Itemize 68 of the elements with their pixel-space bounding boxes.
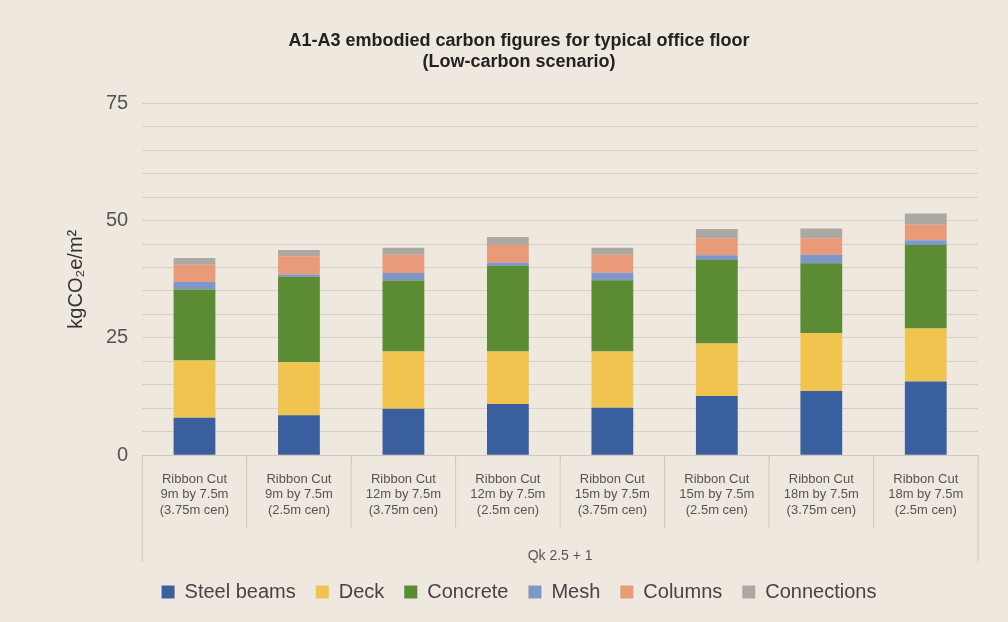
y-tick-label: 0	[117, 442, 129, 465]
legend-label: Columns	[643, 579, 723, 602]
bar	[278, 256, 320, 275]
y-tick-label: 50	[106, 208, 129, 231]
x-axis-title: Qk 2.5 + 1	[527, 546, 593, 563]
bar	[591, 272, 634, 281]
x-tick-label: Ribbon Cut 9m by 7.5m (3.75m cen)	[159, 470, 230, 517]
bar	[800, 238, 843, 255]
bar	[904, 213, 947, 225]
x-tick-label: Ribbon Cut 12m by 7.5m (2.5m cen)	[470, 470, 546, 517]
bar	[173, 360, 216, 418]
bar	[695, 255, 738, 260]
bar	[382, 247, 425, 255]
bar	[591, 254, 634, 273]
bar	[382, 351, 425, 409]
bar	[904, 224, 947, 241]
bar	[800, 390, 843, 455]
bar	[591, 247, 634, 255]
bar	[173, 282, 216, 290]
bar	[173, 417, 216, 455]
bar	[487, 262, 529, 267]
bar	[800, 263, 843, 334]
bar	[695, 396, 738, 455]
x-tick-label: Ribbon Cut 9m by 7.5m (2.5m cen)	[264, 470, 333, 517]
bar	[173, 289, 216, 361]
bar	[278, 415, 320, 455]
legend-label: Steel beams	[184, 579, 296, 602]
bar	[382, 280, 425, 352]
bar	[487, 236, 529, 245]
bar	[382, 408, 425, 455]
bar	[695, 259, 738, 344]
chart-title: A1-A3 embodied carbon figures for typical office floor (Low-carbon scenario)	[288, 29, 750, 72]
legend-label: Connections	[765, 579, 877, 602]
bar	[278, 250, 320, 257]
bar	[382, 254, 425, 274]
x-tick-label: Ribbon Cut 18m by 7.5m (3.75m cen)	[783, 470, 859, 517]
bar	[278, 362, 320, 416]
bar	[904, 381, 947, 455]
x-tick-label: Ribbon Cut 15m by 7.5m (3.75m cen)	[574, 470, 650, 517]
x-tick-label: Ribbon Cut 12m by 7.5m (3.75m cen)	[365, 470, 441, 517]
bar	[173, 264, 216, 283]
bar	[695, 228, 738, 239]
bar	[800, 254, 843, 264]
bar	[487, 351, 529, 405]
legend-label: Concrete	[427, 579, 509, 602]
bar	[278, 276, 320, 363]
bar	[695, 343, 738, 397]
x-tick-label: Ribbon Cut 15m by 7.5m (2.5m cen)	[679, 470, 755, 517]
bar	[591, 351, 634, 408]
x-tick-label: Ribbon Cut 18m by 7.5m (2.5m cen)	[888, 470, 964, 517]
bar	[800, 228, 843, 239]
bar	[591, 407, 634, 455]
bar	[904, 240, 947, 245]
bar	[591, 280, 634, 352]
bar	[904, 328, 947, 382]
y-axis-title: kgCO₂e/m²	[63, 229, 86, 329]
legend-label: Mesh	[551, 579, 601, 602]
y-tick-label: 25	[106, 325, 129, 348]
legend-label: Deck	[338, 579, 386, 602]
bar	[173, 258, 216, 265]
bar	[487, 266, 529, 352]
bar	[382, 273, 425, 281]
bar	[904, 244, 947, 329]
bar	[695, 238, 738, 256]
y-tick-label: 75	[106, 90, 129, 113]
bar	[487, 244, 529, 263]
bar	[487, 404, 529, 455]
bar	[800, 333, 843, 391]
